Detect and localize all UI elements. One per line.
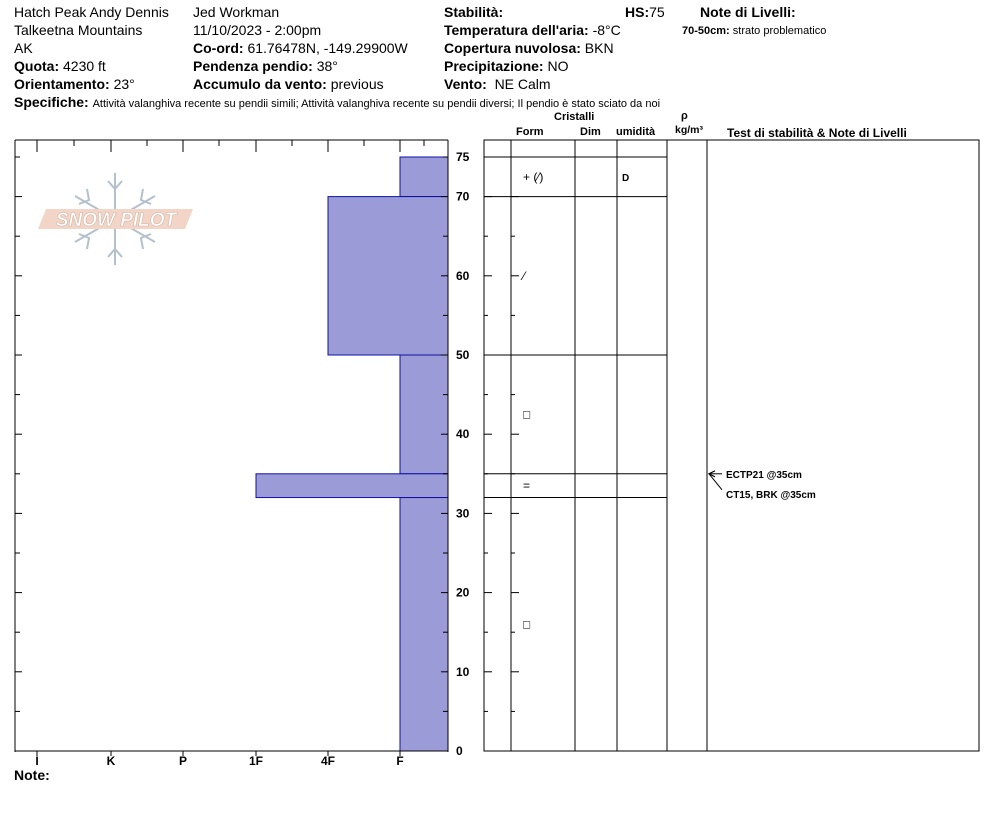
moisture-header: umidità: [616, 126, 656, 138]
y-tick-label: 75: [456, 150, 470, 164]
stability-test-label: ECTP21 @35cm: [726, 470, 802, 481]
datetime: 11/10/2023 - 2:00pm: [193, 22, 322, 38]
crystals-header: Cristalli: [554, 111, 595, 123]
depth-axis: 0 10 20 30 40 50 60 70 75: [15, 150, 470, 758]
hardness-axis: I K P 1F 4F F: [14, 140, 425, 768]
x-tick-label: F: [396, 754, 403, 768]
air-temp-value: -8°C: [592, 22, 621, 38]
layer-boundaries: [484, 156, 667, 499]
air-temp-label: Temperatura dell'aria:: [444, 22, 589, 38]
x-tick-label: 4F: [321, 754, 335, 768]
wind-loading: Accumulo da vento: previous: [193, 76, 384, 92]
cloud-label: Copertura nuvolosa:: [444, 40, 581, 56]
y-tick-label: 50: [456, 348, 470, 362]
stability-test-arrow: [708, 473, 723, 491]
y-tick-label: 30: [456, 506, 470, 520]
form-header: Form: [516, 126, 544, 138]
hardness-layer-4: [399, 497, 449, 752]
slope-label: Pendenza pendio:: [193, 58, 313, 74]
y-tick-label: 10: [456, 665, 470, 679]
wind-label: Vento:: [444, 76, 487, 92]
logo-banner: [38, 209, 193, 229]
size-header: Dim: [580, 126, 601, 138]
wind-loading-value: previous: [330, 76, 384, 92]
mountain-range: Talkeetna Mountains: [14, 22, 143, 38]
specifics-text: Attività valanghiva recente su pendii si…: [92, 98, 661, 110]
air-temperature: Temperatura dell'aria: -8°C: [444, 22, 621, 38]
coordinates: Co-ord: 61.76478N, -149.29900W: [193, 40, 408, 56]
stability-label: Stabilità:: [444, 4, 504, 20]
elevation-value: 4230 ft: [63, 58, 106, 74]
hardness-layer-1: [327, 196, 449, 356]
precipitation: Precipitazione: NO: [444, 58, 568, 74]
logo-text: SNOW PILOT: [56, 210, 178, 231]
observer: Jed Workman: [193, 4, 280, 20]
state: AK: [14, 40, 33, 56]
coord-value: 61.76478N, -149.29900W: [247, 40, 408, 56]
layer-notes-label: Note di Livelli:: [700, 4, 796, 20]
aspect: Orientamento: 23°: [14, 76, 135, 92]
tests-header: Test di stabilità & Note di Livelli: [727, 126, 907, 140]
snowpilot-logo: SNOW PILOT: [38, 173, 193, 265]
x-tick-label: 1F: [249, 754, 263, 768]
notes-label: Note:: [14, 767, 50, 783]
hardness-layer-2: [399, 354, 449, 475]
layer-note-depth: 70-50cm:: [682, 25, 730, 37]
specifics-label: Specifiche:: [14, 94, 89, 110]
elevation: Quota: 4230 ft: [14, 58, 106, 74]
aspect-value: 23°: [113, 76, 135, 92]
slope: Pendenza pendio: 38°: [193, 58, 338, 74]
crystal-rows: + (⁄) D ⁄ □ = □: [520, 170, 629, 631]
layer-note: 70-50cm: strato problematico: [682, 25, 826, 38]
location: Hatch Peak Andy Dennis: [14, 4, 169, 20]
y-tick-label: 40: [456, 427, 470, 441]
crystal-form: □: [523, 407, 530, 421]
wind-value: NE Calm: [494, 76, 551, 92]
specifics: Specifiche: Attività valanghiva recente …: [14, 94, 660, 111]
y-tick-label: 20: [456, 586, 470, 600]
y-tick-label: 60: [456, 269, 470, 283]
slope-value: 38°: [316, 58, 338, 74]
layer-table-frame: [483, 139, 980, 752]
aspect-label: Orientamento:: [14, 76, 110, 92]
rho-header: ρ: [681, 110, 688, 122]
crystal-form: + (⁄): [523, 170, 543, 184]
y-tick-label: 70: [456, 190, 470, 204]
hs: HS:75: [625, 4, 665, 20]
wind-loading-label: Accumulo da vento:: [193, 76, 327, 92]
coord-label: Co-ord:: [193, 40, 244, 56]
y-tick-label: 0: [456, 744, 463, 758]
stability-tests: ECTP21 @35cm CT15, BRK @35cm: [707, 470, 816, 501]
hs-value: 75: [649, 4, 665, 20]
hardness-layer-3: [255, 473, 449, 499]
crystal-form: ⁄: [520, 269, 527, 283]
precip-value: NO: [547, 58, 569, 74]
density-unit-header: kg/m³: [675, 124, 704, 136]
crystal-form: =: [523, 479, 530, 493]
hs-label: HS:: [625, 4, 650, 20]
x-tick-label: K: [107, 754, 116, 768]
crystal-moisture: D: [622, 173, 629, 184]
stability-test-arrowhead: [707, 470, 716, 478]
wind: Vento: NE Calm: [444, 76, 551, 92]
hardness-layers: [255, 156, 449, 752]
layer-note-text: strato problematico: [732, 25, 827, 37]
stability-test-label: CT15, BRK @35cm: [726, 490, 816, 501]
elevation-label: Quota:: [14, 58, 60, 74]
x-tick-label: I: [35, 754, 38, 768]
hardness-layer-0: [399, 156, 449, 198]
precip-label: Precipitazione:: [444, 58, 544, 74]
table-depth-ticks: [484, 156, 519, 752]
cloud-cover: Copertura nuvolosa: BKN: [444, 40, 614, 56]
crystal-form: □: [523, 617, 530, 631]
cloud-value: BKN: [584, 40, 614, 56]
x-tick-label: P: [179, 754, 187, 768]
